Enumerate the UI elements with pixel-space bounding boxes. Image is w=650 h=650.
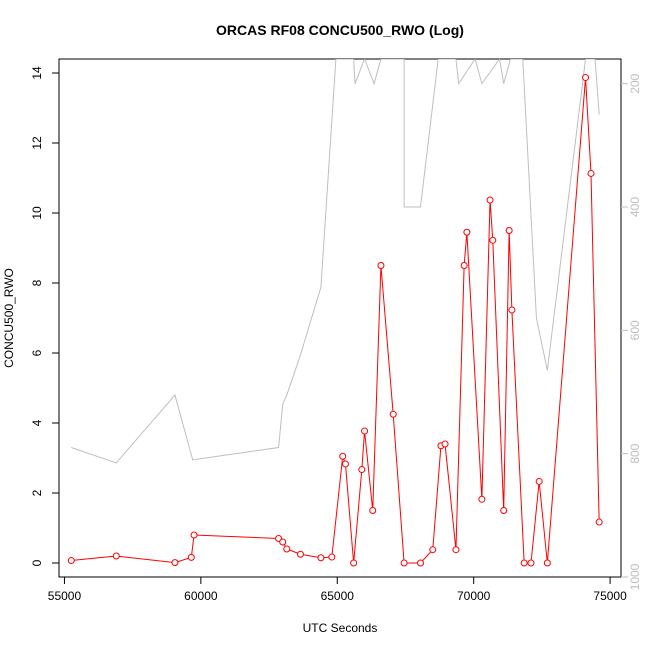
right-tick-label: 200 xyxy=(628,73,642,93)
data-point xyxy=(67,557,75,565)
altitude-series xyxy=(71,59,600,464)
data-point xyxy=(500,507,508,514)
data-point xyxy=(350,559,358,567)
data-point xyxy=(187,553,195,561)
data-point xyxy=(508,306,516,314)
data-point xyxy=(283,545,291,553)
y-tick-label: 10 xyxy=(30,206,44,220)
data-point xyxy=(489,236,497,244)
x-axis: 55000 60000 65000 70000 75000 xyxy=(48,577,627,603)
data-point xyxy=(377,262,385,269)
y-axis: 0 2 4 6 8 10 12 14 xyxy=(30,66,59,566)
y-axis-label: CONCU500_RWO xyxy=(2,268,16,368)
data-point xyxy=(429,546,437,554)
data-point xyxy=(369,507,377,514)
data-point xyxy=(171,559,179,567)
data-point xyxy=(505,227,513,234)
data-point xyxy=(296,550,304,558)
data-point xyxy=(389,410,397,418)
data-point xyxy=(328,553,336,561)
x-tick-label: 55000 xyxy=(48,589,82,603)
data-point xyxy=(543,559,551,567)
y-tick-label: 2 xyxy=(30,489,44,496)
x-tick-label: 75000 xyxy=(593,589,627,603)
x-axis-label: UTC Seconds xyxy=(303,621,378,635)
data-point xyxy=(478,495,486,503)
y-tick-label: 14 xyxy=(30,66,44,80)
data-point xyxy=(582,74,590,82)
x-tick-label: 70000 xyxy=(457,589,491,603)
right-tick-label: 1000 xyxy=(628,563,642,590)
data-point xyxy=(520,559,528,567)
data-point xyxy=(339,452,347,460)
x-tick-label: 60000 xyxy=(184,589,218,603)
data-point xyxy=(486,196,494,204)
data-point xyxy=(595,518,603,526)
data-point xyxy=(358,466,366,474)
data-point xyxy=(535,477,543,485)
right-tick-label: 600 xyxy=(628,320,642,340)
data-point xyxy=(112,552,120,560)
y-tick-label: 8 xyxy=(30,279,44,286)
data-point xyxy=(460,262,468,269)
data-point xyxy=(452,546,460,554)
data-point xyxy=(587,169,595,177)
right-tick-label: 800 xyxy=(628,443,642,463)
right-tick-label: 400 xyxy=(628,197,642,217)
y-tick-label: 12 xyxy=(30,136,44,150)
data-point xyxy=(317,554,325,562)
right-axis: 200 400 600 800 1000 xyxy=(621,73,642,590)
concentration-series xyxy=(67,74,603,567)
y-tick-label: 0 xyxy=(30,559,44,566)
chart-title: ORCAS RF08 CONCU500_RWO (Log) xyxy=(216,22,464,38)
data-point xyxy=(361,427,369,435)
data-point xyxy=(279,538,287,546)
altitude-line xyxy=(71,59,600,464)
data-point xyxy=(416,559,424,567)
data-point xyxy=(463,228,471,236)
data-point xyxy=(400,559,408,567)
y-tick-label: 4 xyxy=(30,419,44,426)
concentration-line xyxy=(71,77,600,564)
data-point xyxy=(190,531,198,539)
x-tick-label: 65000 xyxy=(321,589,355,603)
data-point xyxy=(527,559,535,567)
y-tick-label: 6 xyxy=(30,349,44,356)
data-point xyxy=(441,440,449,448)
data-point xyxy=(341,460,349,468)
